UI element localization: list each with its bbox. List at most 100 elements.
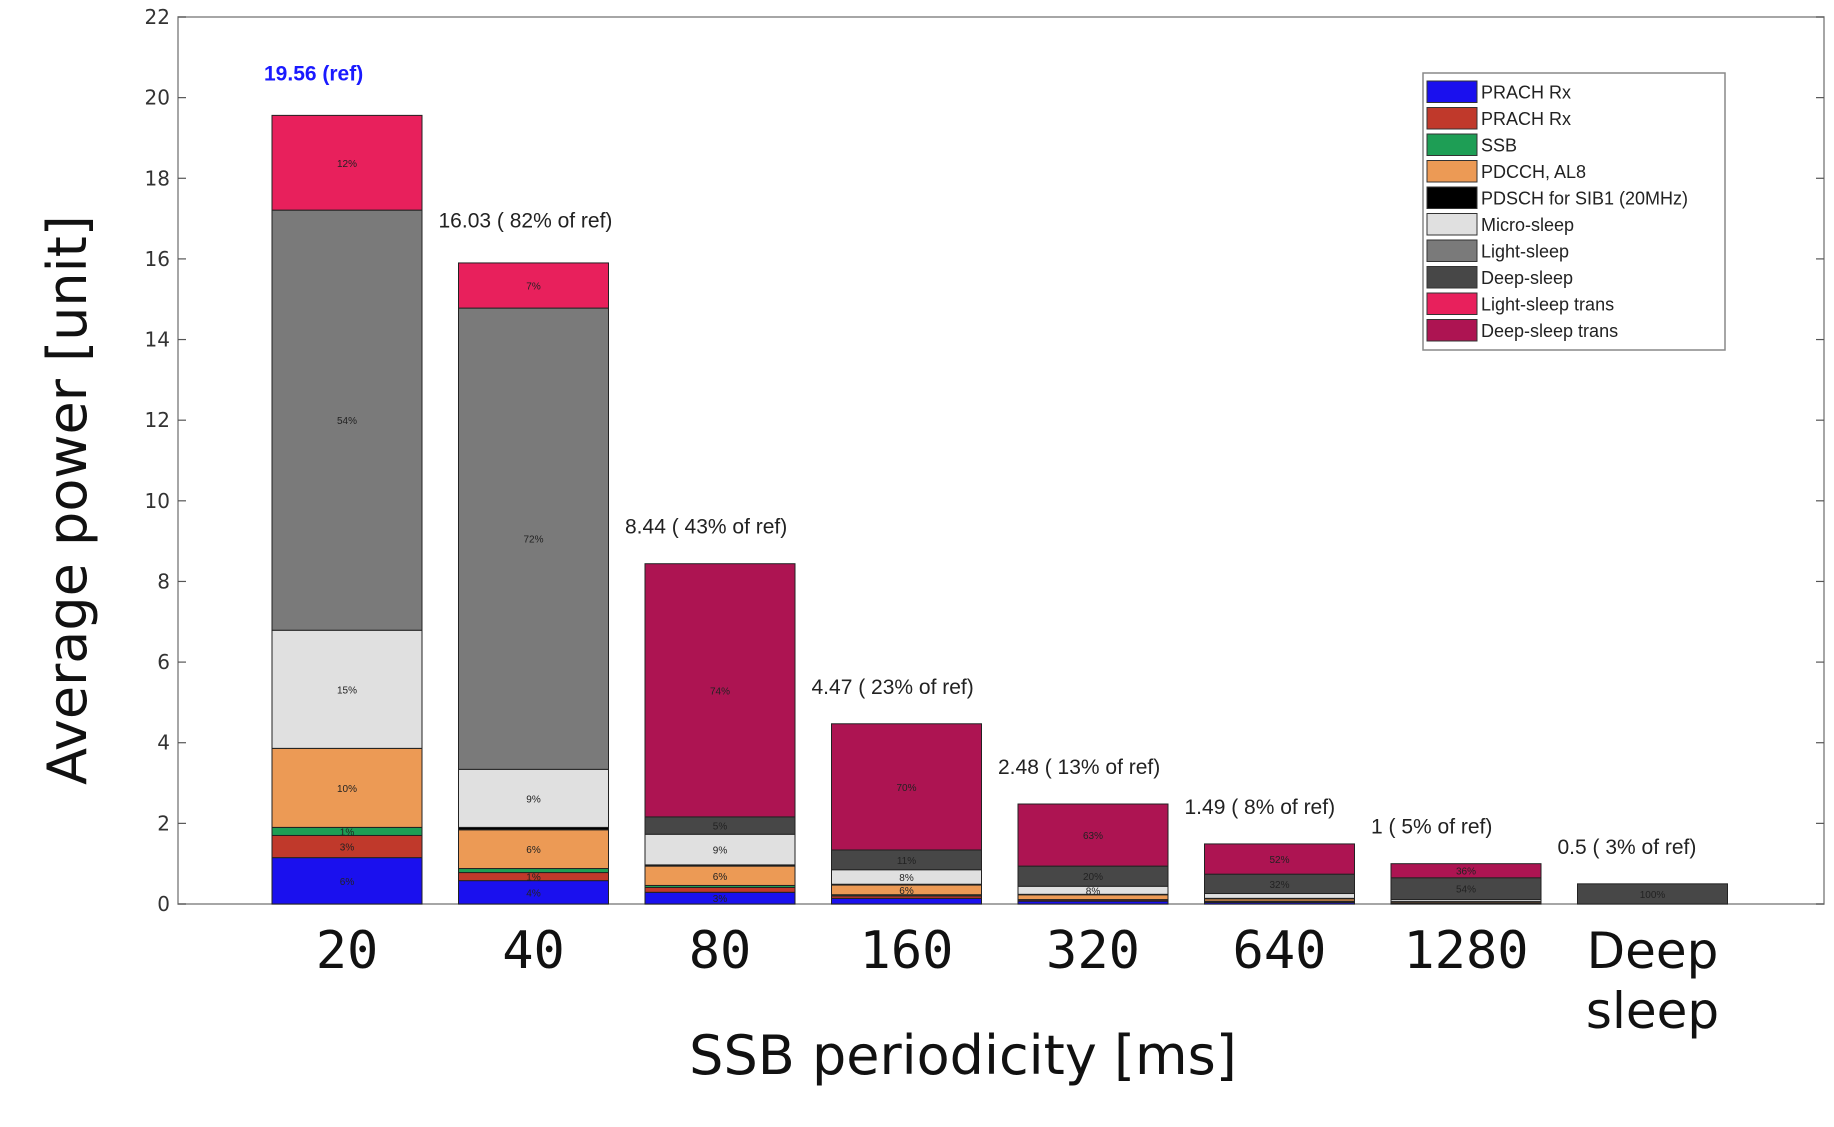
legend-swatch	[1426, 266, 1478, 289]
segment-percent-label: 1%	[526, 873, 541, 884]
bar-stack: 4% 1% 6% 9% 72% 7%	[458, 262, 609, 905]
segment-percent-label: 6%	[340, 877, 355, 888]
x-tick-label-line: Deep	[1587, 922, 1719, 980]
legend-entry-label: SSB	[1481, 136, 1517, 156]
y-tick-label: 22	[145, 5, 170, 29]
segment-percent-label: 3%	[340, 843, 355, 854]
bar-segment	[271, 629, 423, 749]
bar-total-label: 1.49 ( 8% of ref)	[1185, 796, 1336, 819]
legend-swatch	[1426, 160, 1478, 183]
x-tick-label-line: sleep	[1586, 982, 1719, 1040]
bar-segment	[644, 563, 796, 818]
total-labels: 19.56 (ref) 16.03 ( 82% of ref) 8.44 ( 43%…	[264, 62, 1696, 858]
bar-total-label: 19.56 (ref)	[264, 62, 363, 85]
y-tick-label: 8	[157, 569, 170, 593]
y-tick-label: 14	[145, 328, 170, 352]
segment-percent-label: 7%	[526, 282, 541, 293]
y-tick-label: 0	[157, 892, 170, 916]
bar-segment	[1390, 863, 1542, 879]
x-axis-tick-labels: 20 40 80 160 320 640 1280 Deep sleep	[316, 921, 1719, 1040]
legend-swatch	[1426, 186, 1478, 209]
segment-percent-label: 74%	[710, 686, 730, 697]
legend-entry-label: Light-sleep trans	[1481, 295, 1614, 315]
segment-percent-label: 8%	[1086, 886, 1101, 897]
bar-segment	[271, 857, 423, 905]
segment-percent-label: 54%	[337, 416, 357, 427]
segment-percent-label: 15%	[337, 685, 357, 696]
bar-segment	[458, 868, 609, 874]
bar-stack: 8% 20% 63%	[1017, 803, 1169, 905]
legend-swatch	[1426, 107, 1478, 130]
bar-segment	[271, 209, 423, 631]
bar-segment	[1204, 893, 1355, 899]
segment-percent-label: 52%	[1269, 855, 1289, 866]
legend-swatch	[1426, 292, 1478, 315]
bar-segment	[271, 747, 423, 828]
x-tick-label: Deep sleep	[1586, 922, 1719, 1040]
legend-entry-label: Deep-sleep trans	[1481, 321, 1618, 341]
legend: PRACH Rx PRACH Rx SSB PDCCH, AL8 PDSCH for S…	[1422, 72, 1726, 351]
bar-total-label: 16.03 ( 82% of ref)	[439, 210, 613, 233]
x-tick-label: 640	[1233, 921, 1327, 981]
bar-stack: 100%	[1577, 883, 1728, 905]
x-tick-label: 320	[1046, 921, 1140, 981]
y-tick-label: 12	[145, 408, 170, 432]
bar-stack: 3% 6% 9% 5% 74%	[644, 563, 796, 905]
bar-segment	[1017, 803, 1169, 867]
bar-stack: 6% 3% 1% 10% 15% 54% 12%	[271, 114, 423, 905]
segment-percent-label: 5%	[713, 822, 728, 833]
segment-percent-label: 32%	[1269, 880, 1289, 891]
legend-entry-label: PRACH Rx	[1481, 83, 1571, 103]
legend-entry-label: Micro-sleep	[1481, 215, 1574, 235]
bar-stack: 54% 36%	[1390, 863, 1542, 905]
bar-stack: 32% 52%	[1204, 843, 1355, 905]
bar-segment	[458, 307, 609, 770]
bar-total-label: 8.44 ( 43% of ref)	[625, 516, 787, 539]
legend-entry-label: PDSCH for SIB1 (20MHz)	[1481, 189, 1688, 209]
y-tick-label: 20	[145, 86, 170, 110]
segment-percent-label: 9%	[713, 846, 728, 857]
segment-percent-label: 9%	[526, 794, 541, 805]
legend-swatch	[1426, 213, 1478, 236]
legend-entry-label: Light-sleep	[1481, 242, 1569, 262]
bar-total-label: 0.5 ( 3% of ref)	[1558, 836, 1697, 859]
bar-segment	[831, 897, 982, 905]
legend-swatch	[1426, 133, 1478, 156]
x-tick-label: 160	[860, 921, 954, 981]
segment-percent-label: 6%	[713, 872, 728, 883]
y-tick-label: 2	[157, 811, 170, 835]
bar-segment	[831, 723, 982, 851]
segment-percent-label: 72%	[523, 535, 543, 546]
segment-percent-label: 54%	[1456, 885, 1476, 896]
segment-percent-label: 70%	[896, 783, 916, 794]
bar-segment	[644, 886, 796, 893]
bar-segment	[271, 114, 423, 211]
x-tick-label: 80	[689, 921, 752, 981]
segment-percent-label: 4%	[526, 888, 541, 899]
segment-percent-label: 11%	[897, 856, 916, 867]
y-tick-label: 6	[157, 650, 170, 674]
bar-stack: 6% 8% 11% 70%	[831, 723, 982, 905]
segment-percent-label: 20%	[1083, 872, 1103, 883]
x-tick-label: 40	[502, 921, 565, 981]
y-tick-label: 18	[145, 166, 170, 190]
legend-entry-label: PDCCH, AL8	[1481, 162, 1586, 182]
x-tick-label: 1280	[1403, 921, 1528, 981]
legend-swatch	[1426, 319, 1478, 342]
segment-percent-label: 100%	[1640, 890, 1666, 901]
bar-segment	[1204, 843, 1355, 875]
bar-segment	[458, 768, 609, 828]
segment-percent-label: 36%	[1456, 867, 1476, 878]
bar-total-label: 2.48 ( 13% of ref)	[998, 756, 1160, 779]
segment-percent-label: 10%	[337, 784, 357, 795]
bar-segment	[458, 262, 609, 309]
segment-percent-label: 63%	[1083, 831, 1103, 842]
y-tick-label: 16	[145, 247, 170, 271]
x-axis-label: SSB periodicity [ms]	[689, 1024, 1237, 1087]
segment-percent-label: 8%	[899, 873, 914, 884]
bar-total-label: 1 ( 5% of ref)	[1371, 816, 1492, 839]
bar-total-label: 4.47 ( 23% of ref)	[812, 676, 974, 699]
y-tick-label: 4	[157, 731, 170, 755]
segment-percent-label: 6%	[526, 845, 541, 856]
